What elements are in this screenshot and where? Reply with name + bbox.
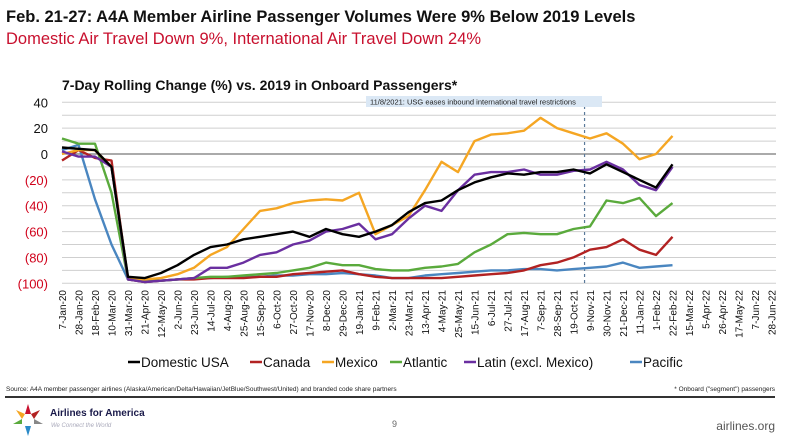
x-tick-label: 19-Jan-21 (355, 290, 366, 335)
x-tick-label: 19-Oct-21 (570, 290, 581, 335)
x-tick-label: 14-Jul-20 (207, 290, 218, 332)
x-tick-label: 26-Apr-22 (718, 290, 729, 335)
annotation-box (366, 96, 602, 107)
x-tick-label: 11-Jan-22 (636, 290, 647, 335)
x-tick-label: 7-Jan-20 (58, 290, 69, 330)
series-line-mexico (61, 116, 674, 281)
legend-item: Latin (excl. Mexico) (464, 355, 593, 370)
x-tick-label: 5-Apr-22 (702, 290, 713, 329)
series-line-domestic-usa (61, 146, 674, 280)
x-tick-label: 9-Feb-21 (372, 290, 383, 331)
x-tick-label: 17-May-22 (735, 290, 746, 338)
x-tick-label: 15-Jun-21 (471, 290, 482, 335)
legend-label: Domestic USA (141, 355, 229, 370)
legend-item: Domestic USA (128, 355, 229, 370)
x-tick-label: 30-Nov-21 (603, 290, 614, 337)
x-tick-label: 27-Jul-21 (504, 290, 515, 332)
x-tick-label: 9-Nov-21 (586, 290, 597, 332)
x-tick-label: 4-May-21 (438, 290, 449, 333)
x-tick-label: 6-Oct-20 (273, 290, 284, 329)
x-tick-label: 29-Dec-20 (339, 290, 350, 337)
footer-divider (5, 396, 775, 398)
y-tick-label: 20 (34, 121, 48, 136)
x-tick-label: 7-Jun-22 (751, 290, 762, 330)
x-tick-label: 4-Aug-20 (223, 290, 234, 332)
x-tick-label: 1-Feb-22 (652, 290, 663, 331)
brand-tagline: We Connect the World (51, 423, 112, 429)
page-number: 9 (392, 419, 398, 429)
x-tick-label: 12-May-20 (157, 290, 168, 338)
legend-item: Atlantic (390, 355, 448, 370)
x-tick-label: 25-May-21 (454, 290, 465, 338)
x-tick-label: 17-Aug-21 (520, 290, 531, 337)
page-subtitle: Domestic Air Travel Down 9%, Internation… (6, 30, 482, 48)
x-tick-label: 31-Mar-20 (124, 290, 135, 337)
x-tick-label: 7-Sep-21 (537, 290, 548, 332)
series-line-atlantic (61, 137, 674, 282)
y-tick-label: (100) (18, 276, 48, 291)
legend-item: Pacific (630, 355, 683, 370)
x-tick-label: 15-Sep-20 (256, 290, 267, 337)
footnote: * Onboard ("segment") passengers (674, 386, 775, 393)
x-tick-label: 10-Mar-20 (108, 290, 119, 337)
y-tick-label: (20) (25, 173, 48, 188)
x-tick-label: 28-Jun-22 (768, 290, 779, 335)
x-tick-label: 23-Mar-21 (405, 290, 416, 337)
x-tick-label: 2-Jun-20 (174, 290, 185, 330)
brand-name: Airlines for America (50, 408, 145, 419)
x-tick-label: 21-Dec-21 (619, 290, 630, 337)
y-tick-label: (40) (25, 199, 48, 214)
y-tick-label: 0 (41, 147, 48, 162)
x-tick-label: 27-Oct-20 (289, 290, 300, 335)
x-tick-label: 28-Sep-21 (553, 290, 564, 337)
x-tick-label: 25-Aug-20 (240, 290, 251, 337)
legend-label: Atlantic (403, 355, 448, 370)
y-tick-label: 40 (34, 95, 48, 110)
website-link[interactable]: airlines.org (716, 419, 775, 433)
chart-title: 7-Day Rolling Change (%) vs. 2019 in Onb… (62, 77, 458, 93)
annotation-label: 11/8/2021: USG eases inbound internation… (370, 98, 576, 107)
legend-label: Pacific (643, 355, 683, 370)
x-tick-label: 2-Mar-21 (388, 290, 399, 331)
x-tick-label: 28-Jan-20 (75, 290, 86, 335)
x-tick-label: 15-Mar-22 (685, 290, 696, 337)
legend-label: Mexico (335, 355, 378, 370)
legend-label: Latin (excl. Mexico) (477, 355, 593, 370)
x-tick-label: 22-Feb-22 (669, 290, 680, 337)
x-tick-label: 21-Apr-20 (141, 290, 152, 335)
x-tick-label: 8-Dec-20 (322, 290, 333, 332)
legend-item: Canada (250, 355, 311, 370)
legend-item: Mexico (322, 355, 378, 370)
series-line-latin-excl-mexico (61, 150, 674, 284)
x-tick-label: 13-Apr-21 (421, 290, 432, 335)
page-title: Feb. 21-27: A4A Member Airline Passenger… (6, 8, 636, 26)
x-tick-label: 23-Jun-20 (190, 290, 201, 335)
x-tick-label: 6-Jul-21 (487, 290, 498, 327)
x-tick-label: 18-Feb-20 (91, 290, 102, 337)
source-note: Source: A4A member passenger airlines (A… (6, 386, 397, 393)
airlines-for-america-logo-icon (13, 404, 43, 436)
legend-label: Canada (263, 355, 311, 370)
y-tick-label: (80) (25, 250, 48, 265)
x-tick-label: 17-Nov-20 (306, 290, 317, 337)
y-tick-label: (60) (25, 225, 48, 240)
